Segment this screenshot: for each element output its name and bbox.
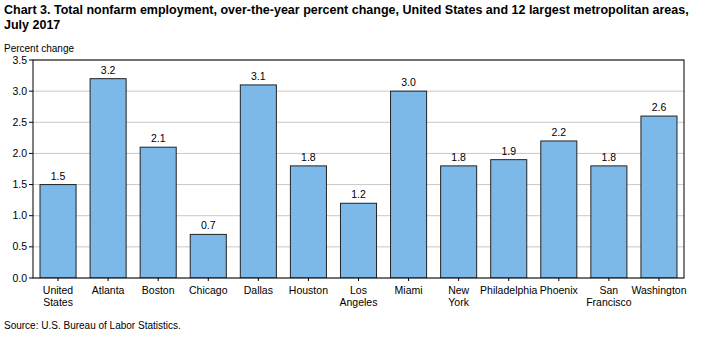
- x-tick-label: Houston: [289, 284, 328, 296]
- data-label: 2.2: [552, 126, 567, 138]
- bar: [40, 185, 76, 278]
- y-tick-label: 2.5: [12, 116, 27, 128]
- bar: [391, 91, 427, 278]
- x-tick-label-line: Chicago: [189, 284, 228, 296]
- y-tick-label: 1.0: [12, 209, 27, 221]
- data-label: 1.8: [451, 151, 466, 163]
- x-tick-label-line: Philadelphia: [480, 284, 537, 296]
- y-tick: [29, 91, 33, 92]
- x-tick-label: Dallas: [244, 284, 273, 296]
- x-tick-label: UnitedStates: [43, 284, 74, 308]
- y-tick-label: 1.5: [12, 178, 27, 190]
- data-label: 2.6: [652, 101, 667, 113]
- x-tick-label-line: Washington: [631, 284, 686, 296]
- x-tick-label-line: Houston: [289, 284, 328, 296]
- data-label: 2.1: [151, 132, 166, 144]
- x-tick: [58, 278, 59, 281]
- grid-line: [33, 91, 684, 92]
- x-tick: [658, 278, 659, 281]
- bars: [40, 79, 677, 278]
- x-tick: [308, 278, 309, 281]
- x-tick-label-line: Atlanta: [92, 284, 125, 296]
- y-tick: [29, 60, 33, 61]
- data-label: 1.9: [501, 145, 516, 157]
- bar: [491, 160, 527, 278]
- x-tick-label-line: United: [43, 284, 74, 296]
- x-tick: [108, 278, 109, 281]
- title-line: July 2017: [4, 18, 60, 32]
- x-tick-label-line: States: [43, 296, 73, 308]
- x-tick: [408, 278, 409, 281]
- y-axis-label: Percent change: [4, 43, 74, 54]
- x-tick: [358, 278, 359, 281]
- x-tick-label-line: San: [600, 284, 619, 296]
- x-tick-label: Atlanta: [92, 284, 125, 296]
- x-tick-label-line: York: [448, 296, 469, 308]
- data-label: 0.7: [201, 219, 216, 231]
- y-tick: [29, 278, 33, 279]
- y-tick-label: 0.0: [12, 272, 27, 284]
- data-label: 1.8: [301, 151, 316, 163]
- x-tick: [158, 278, 159, 281]
- x-tick-label: SanFrancisco: [586, 284, 632, 308]
- bar: [140, 147, 176, 278]
- x-tick-label: Phoenix: [540, 284, 579, 296]
- grid-line: [33, 184, 684, 185]
- x-tick-label-line: Phoenix: [540, 284, 579, 296]
- x-tick-label-line: Angeles: [340, 296, 378, 308]
- bar: [641, 116, 677, 278]
- y-tick: [29, 122, 33, 123]
- x-tick-label-line: Francisco: [586, 296, 632, 308]
- y-tick: [29, 153, 33, 154]
- bar: [541, 141, 577, 278]
- bar: [340, 203, 376, 278]
- x-tick: [208, 278, 209, 281]
- data-label: 1.5: [51, 170, 66, 182]
- x-tick-label-line: Miami: [395, 284, 423, 296]
- y-tick-label: 3.5: [12, 54, 27, 66]
- bar: [290, 166, 326, 278]
- bar: [591, 166, 627, 278]
- bar: [441, 166, 477, 278]
- x-tick-label: Chicago: [189, 284, 228, 296]
- y-tick: [29, 215, 33, 216]
- x-tick-label-line: Boston: [142, 284, 175, 296]
- y-tick-label: 3.0: [12, 85, 27, 97]
- x-tick-label: Philadelphia: [480, 284, 537, 296]
- title: Chart 3. Total nonfarm employment, over-…: [4, 3, 689, 32]
- y-tick: [29, 246, 33, 247]
- x-tick-label-line: Los: [350, 284, 367, 296]
- x-tick-label: NewYork: [448, 284, 470, 308]
- data-label: 1.8: [602, 151, 617, 163]
- grid-line: [33, 122, 684, 123]
- y-tick: [29, 184, 33, 185]
- chart: Chart 3. Total nonfarm employment, over-…: [0, 0, 708, 340]
- x-tick-label: LosAngeles: [340, 284, 378, 308]
- x-tick-label: Miami: [395, 284, 423, 296]
- x-tick: [458, 278, 459, 281]
- x-tick-label-line: New: [448, 284, 469, 296]
- x-tick: [258, 278, 259, 281]
- data-label: 3.0: [401, 76, 416, 88]
- plot-frame: [33, 60, 684, 278]
- data-label: 3.1: [251, 70, 266, 82]
- x-tick-label: Washington: [631, 284, 686, 296]
- source: Source: U.S. Bureau of Labor Statistics.: [4, 320, 181, 331]
- data-label: 1.2: [351, 188, 366, 200]
- x-tick: [608, 278, 609, 281]
- x-tick-label: Boston: [142, 284, 175, 296]
- y-tick-label: 2.0: [12, 147, 27, 159]
- title-line: Chart 3. Total nonfarm employment, over-…: [4, 3, 689, 17]
- y-tick-label: 0.5: [12, 240, 27, 252]
- bar: [240, 85, 276, 278]
- bar: [90, 79, 126, 278]
- data-label: 3.2: [101, 64, 116, 76]
- bar: [190, 234, 226, 278]
- x-tick: [558, 278, 559, 281]
- x-tick: [508, 278, 509, 281]
- grid-line: [33, 153, 684, 154]
- x-tick-label-line: Dallas: [244, 284, 273, 296]
